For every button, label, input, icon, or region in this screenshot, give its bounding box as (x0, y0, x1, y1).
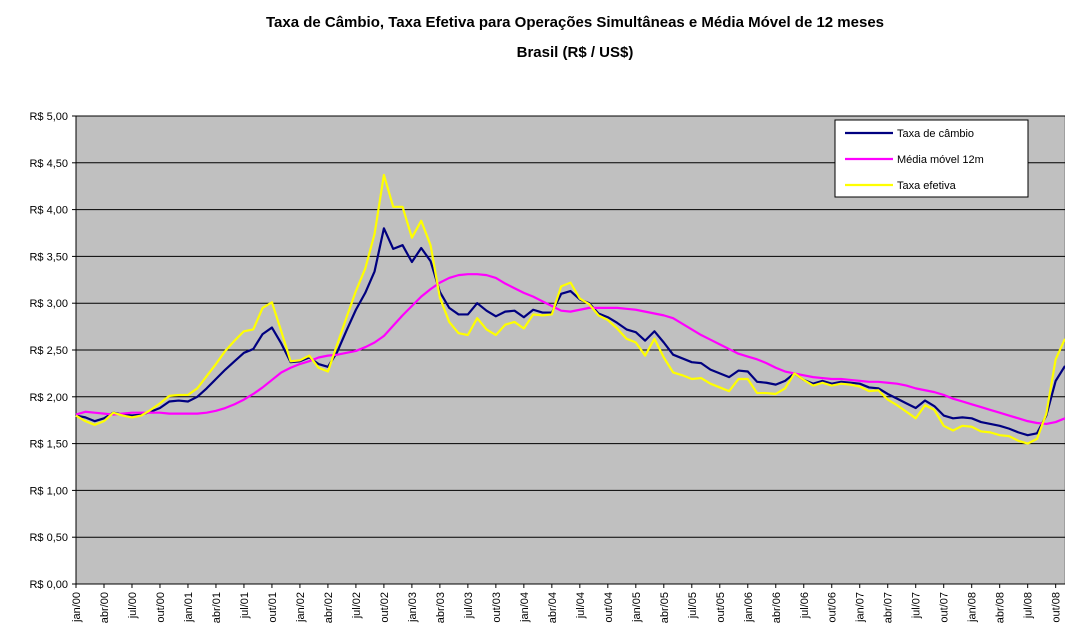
y-tick-label: R$ 0,00 (29, 579, 68, 591)
y-tick-label: R$ 2,50 (29, 345, 68, 357)
legend-label: Média móvel 12m (897, 154, 984, 166)
x-tick-label: jul/06 (799, 592, 811, 619)
y-tick-label: R$ 4,00 (29, 205, 68, 217)
series-line (75, 173, 1065, 445)
x-tick-label: out/08 (1051, 592, 1063, 623)
x-tick-label: out/07 (939, 592, 951, 623)
legend-label: Taxa de câmbio (897, 128, 974, 140)
x-tick-label: out/03 (491, 592, 503, 623)
x-tick-label: jul/04 (575, 592, 587, 619)
x-tick-label: out/04 (603, 592, 615, 623)
y-tick-label: R$ 1,50 (29, 439, 68, 451)
y-tick-label: R$ 3,00 (29, 298, 68, 310)
chart-title: Taxa de Câmbio, Taxa Efetiva para Operaç… (266, 14, 884, 31)
x-tick-label: jan/05 (631, 592, 643, 623)
x-tick-label: jan/08 (967, 592, 979, 623)
x-tick-label: jul/02 (351, 592, 363, 619)
x-tick-label: abr/04 (547, 592, 559, 623)
x-tick-label: jul/05 (687, 592, 699, 619)
x-tick-label: jul/00 (127, 592, 139, 619)
x-tick-label: jan/02 (295, 592, 307, 623)
x-tick-label: out/02 (379, 592, 391, 623)
x-tick-label: abr/03 (435, 592, 447, 623)
x-tick-label: abr/00 (99, 592, 111, 623)
y-tick-label: R$ 3,50 (29, 251, 68, 263)
x-tick-label: abr/07 (883, 592, 895, 623)
series-line (75, 273, 1065, 426)
chart-subtitle: Brasil (R$ / US$) (517, 44, 634, 61)
x-tick-label: out/06 (827, 592, 839, 623)
y-tick-label: R$ 5,00 (29, 111, 68, 123)
y-tick-label: R$ 4,50 (29, 158, 68, 170)
x-tick-label: out/01 (267, 592, 279, 623)
x-tick-label: jan/03 (407, 592, 419, 623)
x-tick-label: jul/03 (463, 592, 475, 619)
x-tick-label: abr/06 (771, 592, 783, 623)
x-tick-label: jul/07 (911, 592, 923, 619)
x-tick-label: abr/02 (323, 592, 335, 623)
y-tick-label: R$ 1,00 (29, 485, 68, 497)
x-tick-label: out/05 (715, 592, 727, 623)
x-tick-label: abr/01 (211, 592, 223, 623)
x-tick-label: jan/00 (71, 592, 83, 623)
x-tick-label: abr/05 (659, 592, 671, 623)
x-tick-label: jul/08 (1023, 592, 1035, 619)
legend-label: Taxa efetiva (897, 180, 957, 192)
y-tick-label: R$ 2,00 (29, 392, 68, 404)
x-tick-label: out/00 (155, 592, 167, 623)
x-tick-label: jan/07 (855, 592, 867, 623)
series-line (75, 227, 1065, 437)
x-tick-label: abr/08 (995, 592, 1007, 623)
y-tick-label: R$ 0,50 (29, 532, 68, 544)
x-tick-label: jan/01 (183, 592, 195, 623)
x-tick-label: jan/06 (743, 592, 755, 623)
x-tick-label: jan/04 (519, 592, 531, 623)
x-tick-label: jul/01 (239, 592, 251, 619)
